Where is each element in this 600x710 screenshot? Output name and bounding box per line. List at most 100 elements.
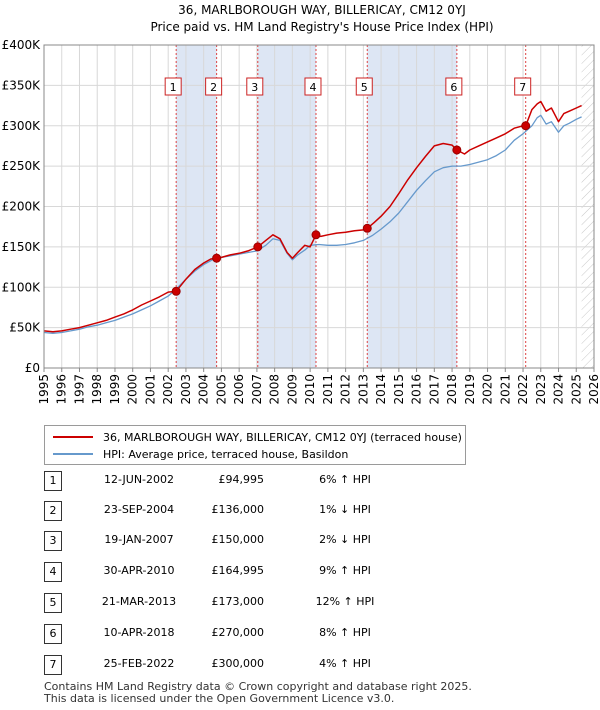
sale-marker-label: 4	[309, 81, 316, 94]
sale-point	[452, 145, 462, 155]
chart-subtitle: Price paid vs. HM Land Registry's House …	[150, 20, 493, 34]
x-tick-label: 2016	[410, 374, 424, 405]
legend-item-hpi: HPI: Average price, terraced house, Basi…	[53, 446, 348, 462]
x-tick-label: 1998	[90, 374, 104, 405]
price-chart: 36, MARLBOROUGH WAY, BILLERICAY, CM12 0Y…	[2, 3, 600, 405]
x-tick-label: 2003	[179, 374, 193, 405]
x-tick-label: 2020	[481, 374, 495, 405]
x-tick-label: 2019	[463, 374, 477, 405]
x-tick-label: 2013	[356, 374, 370, 405]
sale-hpi-diff: 8% ↑ HPI	[319, 626, 371, 639]
sale-price: £136,000	[211, 503, 265, 516]
sale-date: 21-MAR-2013	[101, 595, 177, 608]
sale-date: 19-JAN-2007	[104, 533, 174, 546]
x-tick-label: 2011	[321, 374, 335, 405]
sale-number-badge: 6	[44, 624, 62, 644]
x-tick-label: 1995	[37, 374, 51, 405]
y-tick-label: £0	[25, 361, 40, 375]
sale-price: £94,995	[218, 473, 265, 486]
sale-date: 10-APR-2018	[103, 626, 175, 639]
x-tick-label: 2009	[285, 374, 299, 405]
legend-item-property: 36, MARLBOROUGH WAY, BILLERICAY, CM12 0Y…	[53, 429, 462, 445]
hpi-line	[43, 114, 582, 334]
y-tick-label: £150K	[2, 240, 42, 254]
sale-marker-label: 3	[251, 81, 258, 94]
sale-marker-label: 7	[519, 81, 526, 94]
sale-hpi-diff: 1% ↓ HPI	[319, 503, 371, 516]
x-tick-label: 1997	[72, 374, 86, 405]
footer: Contains HM Land Registry data © Crown c…	[44, 681, 472, 705]
sale-hpi-diff: 9% ↑ HPI	[319, 564, 371, 577]
sale-row: 2 23-SEP-2004 £136,000 1% ↓ HPI	[40, 501, 480, 521]
sale-row: 1 12-JUN-2002 £94,995 6% ↑ HPI	[40, 471, 480, 491]
sale-hpi-diff: 2% ↓ HPI	[319, 533, 371, 546]
sale-price: £270,000	[211, 626, 265, 639]
sale-number-badge: 1	[44, 471, 62, 491]
x-tick-label: 2018	[445, 374, 459, 405]
sale-date: 23-SEP-2004	[103, 503, 175, 516]
x-tick-label: 2014	[374, 374, 388, 405]
x-tick-label: 2005	[214, 374, 228, 405]
sale-marker-box	[304, 77, 322, 96]
sale-hpi-diff: 4% ↑ HPI	[319, 657, 371, 670]
sale-point	[521, 121, 531, 131]
sale-marker-label: 1	[170, 81, 177, 94]
x-tick-label: 2017	[427, 374, 441, 405]
x-tick-label: 2010	[303, 374, 317, 405]
x-tick-label: 2006	[232, 374, 246, 405]
sale-date: 25-FEB-2022	[103, 657, 175, 670]
x-tick-label: 2022	[516, 374, 530, 405]
sale-row: 6 10-APR-2018 £270,000 8% ↑ HPI	[40, 624, 480, 644]
x-tick-label: 2002	[161, 374, 175, 405]
x-tick-label: 1999	[108, 374, 122, 405]
x-tick-label: 2004	[197, 374, 211, 405]
sale-number-badge: 4	[44, 562, 62, 582]
legend-label-hpi: HPI: Average price, terraced house, Basi…	[103, 447, 349, 461]
x-tick-label: 2025	[569, 374, 583, 405]
sale-marker-box	[445, 77, 463, 96]
x-tick-label: 2015	[392, 374, 406, 405]
sale-row: 4 30-APR-2010 £164,995 9% ↑ HPI	[40, 562, 480, 582]
x-tick-label: 2021	[498, 374, 512, 405]
sale-price: £150,000	[211, 533, 265, 546]
sale-marker-label: 2	[210, 81, 217, 94]
x-tick-label: 2001	[143, 374, 157, 405]
x-tick-label: 2024	[552, 374, 566, 405]
sale-number-badge: 3	[44, 531, 62, 551]
sale-marker-box	[514, 77, 532, 96]
sale-price: £164,995	[211, 564, 265, 577]
sale-marker-label: 5	[361, 81, 368, 94]
sale-date: 30-APR-2010	[103, 564, 175, 577]
x-tick-label: 2007	[250, 374, 264, 405]
sale-number-badge: 7	[44, 655, 62, 675]
y-tick-label: £50K	[9, 321, 41, 335]
legend: 36, MARLBOROUGH WAY, BILLERICAY, CM12 0Y…	[44, 425, 466, 465]
sale-row: 3 19-JAN-2007 £150,000 2% ↓ HPI	[40, 531, 480, 551]
sale-row: 5 21-MAR-2013 £173,000 12% ↑ HPI	[40, 593, 480, 613]
x-tick-label: 2008	[268, 374, 282, 405]
sale-point	[212, 253, 222, 263]
sale-marker-box	[164, 77, 182, 96]
legend-label-property: 36, MARLBOROUGH WAY, BILLERICAY, CM12 0Y…	[103, 430, 462, 444]
y-tick-label: £200K	[2, 200, 42, 214]
y-tick-label: £350K	[2, 78, 42, 92]
legend-swatch-property	[53, 436, 93, 438]
legend-swatch-hpi	[53, 453, 93, 455]
plot-frame	[43, 44, 595, 369]
footer-licence: This data is licensed under the Open Gov…	[44, 692, 395, 705]
sale-price: £173,000	[211, 595, 265, 608]
sale-marker-box	[246, 77, 264, 96]
y-tick-label: £250K	[2, 159, 42, 173]
x-tick-label: 2023	[534, 374, 548, 405]
sale-number-badge: 5	[44, 593, 62, 613]
x-tick-label: 2026	[587, 374, 600, 405]
sale-price: £300,000	[211, 657, 265, 670]
sale-hpi-diff: 12% ↑ HPI	[315, 595, 375, 608]
property-price-line	[43, 100, 582, 333]
footer-copyright: Contains HM Land Registry data © Crown c…	[44, 680, 472, 693]
sale-hpi-diff: 6% ↑ HPI	[319, 473, 371, 486]
chart-title: 36, MARLBOROUGH WAY, BILLERICAY, CM12 0Y…	[178, 3, 466, 17]
x-tick-label: 2012	[339, 374, 353, 405]
y-tick-label: £100K	[2, 280, 42, 294]
x-tick-label: 2000	[126, 374, 140, 405]
